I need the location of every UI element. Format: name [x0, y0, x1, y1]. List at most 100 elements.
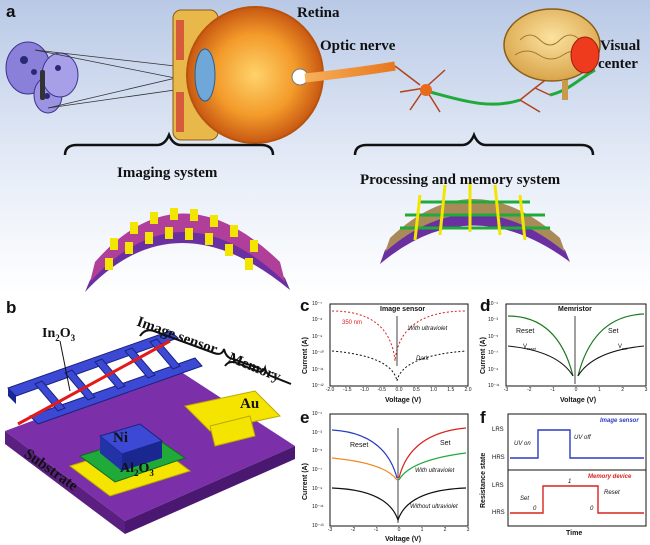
chart-d-set: Set: [608, 328, 619, 335]
panel-d-xtick: -2: [527, 387, 532, 393]
panel-c-xtick: 2.0: [464, 387, 472, 393]
panel-e-ytick: 10⁻⁷: [312, 467, 323, 473]
optic-nerve-illustration: [304, 61, 396, 83]
panel-c-ytick: 10⁻¹²: [312, 383, 324, 389]
panel-c-xtick: -1.0: [360, 387, 369, 393]
panel-d-ytick: 10⁻⁷: [488, 350, 499, 357]
panel-e-ytick: 10⁻⁵: [312, 448, 323, 455]
chart-c-legend: 350 nm: [342, 320, 363, 326]
panel-e: e Reset Set With ultraviolet Without ult…: [300, 408, 475, 545]
panel-d-ytick: 10⁻⁹: [488, 366, 499, 373]
panel-c-ytick: 10⁻⁹: [312, 333, 323, 340]
chart-f-ylabel: Resistance state: [480, 452, 487, 508]
panel-c-ytick: 10⁻⁷: [312, 301, 323, 307]
panel-e-xtick: -2: [350, 527, 356, 533]
chart-d-vset: Vset: [618, 344, 628, 352]
memory-crossbar-array: [380, 182, 570, 264]
panel-c-ytick: 10⁻¹¹: [312, 366, 324, 373]
processing-memory-label: Processing and memory system: [360, 172, 561, 188]
panel-letter-d: d: [480, 296, 491, 315]
chart-f-state-0a: 0: [533, 506, 537, 512]
panel-e-ytick: 10⁻¹³: [312, 523, 324, 529]
panel-c-xtick: -0.5: [377, 387, 387, 393]
panel-d-ytick: 10⁻¹¹: [488, 383, 500, 389]
chart-f-memory-device: Memory device: [588, 474, 632, 480]
panel-d-xtick: -1: [550, 387, 555, 393]
chart-e-without-uv: Without ultraviolet: [410, 504, 458, 510]
panel-c-ytick: 10⁻⁸: [312, 317, 323, 324]
chart-f-reset: Reset: [604, 490, 620, 496]
chart-c-ylabel: Current (A): [302, 337, 309, 374]
panel-d-xtick: 1: [597, 387, 601, 393]
visual-center-label-1: Visual: [600, 38, 641, 54]
panel-e-xtick: -3: [327, 527, 333, 533]
panel-c-ytick: 10⁻¹⁰: [312, 350, 324, 357]
panel-letter-c: c: [300, 296, 310, 315]
panel-c-xtick: 1.0: [430, 387, 437, 393]
chart-f-hrs-1: HRS: [492, 455, 505, 461]
chart-f-xlabel: Time: [566, 530, 583, 537]
panel-letter-f: f: [480, 408, 486, 427]
chart-d-ylabel: Current (A): [480, 337, 487, 374]
chart-d-reset: Reset: [516, 328, 535, 335]
panel-c-xtick: 1.5: [447, 387, 455, 393]
eye-illustration: [172, 6, 324, 144]
panel-e-ytick: 10⁻¹¹: [312, 504, 324, 511]
chart-memristor: [505, 303, 647, 387]
neuron-soma: [420, 84, 432, 96]
panel-c-xtick: 0.0: [395, 387, 403, 393]
chart-f-set: Set: [520, 496, 530, 502]
panel-f: f Image sensor Memory device UV on UV of…: [478, 408, 650, 545]
panel-d-ytick: 10⁻¹: [488, 301, 498, 307]
panel-a: a Retina Optic nerve Visual center Imagi…: [0, 0, 650, 295]
imaging-system-label: Imaging system: [117, 165, 218, 181]
imaging-brace: [63, 131, 275, 156]
neuron-illustration: [394, 65, 596, 113]
panel-e-ytick: 10⁻³: [312, 429, 322, 436]
chart-d-xlabel: Voltage (V): [560, 397, 597, 404]
chart-e-with-uv: With ultraviolet: [415, 468, 455, 474]
panel-e-xtick: -1: [373, 527, 379, 533]
chart-e-reset: Reset: [350, 442, 369, 449]
panel-d-xtick: 2: [621, 387, 625, 393]
panel-e-ytick: 10⁻⁹: [312, 485, 323, 492]
chart-c-title: Image sensor: [380, 306, 426, 313]
panel-e-ytick: 10⁻¹: [312, 411, 322, 417]
panel-c-xtick: -1.5: [342, 387, 352, 393]
chart-c-with-uv: With ultraviolet: [408, 326, 448, 332]
panel-d-ytick: 10⁻³: [488, 317, 498, 324]
brain-illustration: [503, 8, 601, 100]
panel-b: b In2O3 Image sensor Memory Au Ni Al2O3 …: [0, 296, 300, 545]
optic-nerve-label: Optic nerve: [320, 38, 396, 54]
panel-a-art: [0, 0, 650, 295]
panel-c-xtick: 0.5: [412, 387, 420, 393]
panel-e-xtick: 1: [420, 527, 424, 533]
retina-label: Retina: [297, 5, 340, 21]
chart-f-state-1: 1: [568, 479, 572, 485]
chart-e-set: Set: [440, 440, 451, 447]
chart-iv-uv: [329, 413, 469, 527]
chart-f-hrs-2: HRS: [492, 510, 505, 516]
al2o3-label: Al2O3: [120, 461, 154, 478]
imaging-crossbar-array: [85, 208, 290, 292]
chart-d-vreset: Vreset: [523, 344, 536, 352]
ni-label: Ni: [113, 430, 128, 446]
panel-d-xtick: 3: [644, 387, 648, 393]
in2o3-label: In2O3: [42, 326, 76, 343]
panel-d: d Memristor Reset Set Vreset Vset Voltag…: [478, 296, 650, 406]
panel-d-xtick: -3: [503, 387, 509, 393]
visual-center-label-2: center: [598, 56, 638, 72]
chart-c-xlabel: Voltage (V): [385, 397, 422, 404]
chart-resistance-state: [507, 413, 647, 527]
device-schematic: [5, 329, 295, 534]
processing-brace: [353, 131, 595, 156]
chart-f-lrs-2: LRS: [492, 483, 504, 489]
panel-letter-e: e: [300, 408, 310, 427]
au-label: Au: [240, 396, 260, 412]
chart-e-ylabel: Current (A): [302, 463, 309, 500]
chart-c-dark: Dark: [416, 356, 429, 362]
chart-d-title: Memristor: [558, 306, 592, 313]
chart-f-state-0b: 0: [590, 506, 594, 512]
panel-c: c Image sensor 350 nm With ultraviolet D…: [300, 296, 475, 406]
chart-f-lrs-1: LRS: [492, 427, 504, 433]
